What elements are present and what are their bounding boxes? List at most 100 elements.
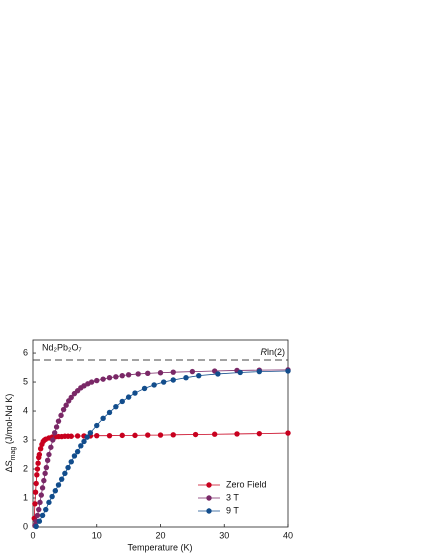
x-tick-label: 30 (219, 530, 229, 540)
data-point (35, 460, 41, 466)
data-point (34, 472, 40, 478)
data-point (145, 432, 151, 438)
data-point (189, 368, 196, 375)
data-point (50, 437, 56, 443)
data-point (100, 376, 106, 382)
reference-label: Rln(2) (260, 347, 285, 357)
reference-label-italic: R (260, 347, 267, 357)
data-point (81, 438, 87, 445)
data-point (113, 374, 119, 380)
x-tick-label: 20 (155, 530, 165, 540)
legend-marker (206, 495, 212, 501)
data-point (37, 446, 44, 452)
data-point (62, 470, 68, 477)
data-point (157, 370, 164, 376)
data-point (74, 433, 81, 439)
data-point (42, 470, 48, 477)
data-point (32, 501, 38, 507)
data-point (39, 512, 46, 519)
data-point (48, 444, 54, 450)
data-point (237, 369, 243, 376)
data-point (44, 457, 51, 464)
data-point (36, 518, 43, 524)
data-point (41, 477, 47, 484)
reference-label-text: ln(2) (267, 347, 285, 357)
data-point (38, 492, 44, 498)
data-point (132, 432, 138, 439)
data-point (100, 415, 106, 421)
data-point (141, 385, 148, 392)
data-point (119, 372, 125, 379)
data-point (53, 424, 60, 430)
y-tick-label: 5 (23, 376, 28, 386)
data-point (285, 430, 291, 436)
data-point (88, 379, 95, 385)
data-point (183, 374, 189, 381)
data-point (145, 370, 151, 377)
data-point (106, 374, 113, 381)
data-point (32, 489, 39, 495)
data-point (33, 480, 39, 487)
data-point (46, 499, 52, 506)
x-tick-label: 0 (30, 530, 35, 540)
data-point (192, 431, 199, 438)
data-point (36, 506, 42, 513)
data-point (125, 394, 132, 400)
y-tick-label: 3 (23, 434, 28, 444)
y-label-unit: (J/mol-Nd K) (4, 394, 14, 447)
legend-label: Zero Field (226, 479, 267, 489)
data-point (58, 476, 65, 482)
data-point (234, 431, 240, 437)
data-point (78, 443, 84, 449)
data-point (68, 394, 74, 401)
data-point (58, 412, 64, 419)
y-tick-label: 4 (23, 405, 28, 415)
x-tick-label: 40 (283, 530, 293, 540)
x-tick-label: 10 (92, 530, 102, 540)
data-point (256, 430, 263, 437)
data-point (60, 406, 67, 413)
data-point (51, 430, 58, 436)
data-point (65, 464, 71, 471)
y-label-sub: mag (10, 447, 17, 461)
data-point (211, 431, 218, 437)
legend-label: 9 T (226, 505, 239, 515)
data-point (46, 451, 52, 458)
data-point (34, 466, 41, 472)
y-axis-label: ΔSmag (J/mol-Nd K) (4, 394, 17, 473)
data-point (94, 432, 100, 439)
y-tick-label: 0 (23, 521, 28, 531)
legend-marker (206, 482, 212, 488)
legend-label: 3 T (226, 492, 239, 502)
y-tick-label: 2 (23, 463, 28, 473)
data-point (71, 453, 78, 459)
data-point (151, 382, 157, 388)
data-point (132, 390, 138, 396)
data-point (68, 459, 74, 465)
data-point (43, 464, 50, 471)
data-point (49, 493, 55, 500)
data-point (84, 434, 90, 440)
data-point (170, 369, 176, 375)
data-point (119, 398, 125, 405)
data-point (157, 432, 164, 438)
data-point (94, 422, 100, 429)
data-point (94, 377, 100, 384)
data-point (55, 418, 62, 424)
data-point (119, 432, 125, 439)
data-point (256, 368, 263, 375)
data-point (37, 499, 43, 506)
data-point (135, 371, 141, 377)
x-axis-label: Temperature (K) (127, 542, 192, 552)
data-point (196, 372, 202, 379)
data-point (33, 523, 39, 530)
series-line (33, 432, 289, 519)
data-point (39, 485, 46, 491)
data-point (106, 432, 113, 439)
data-point (160, 379, 167, 385)
data-point (87, 430, 94, 436)
data-point (68, 433, 74, 439)
data-point (34, 512, 41, 519)
data-point (125, 372, 132, 378)
